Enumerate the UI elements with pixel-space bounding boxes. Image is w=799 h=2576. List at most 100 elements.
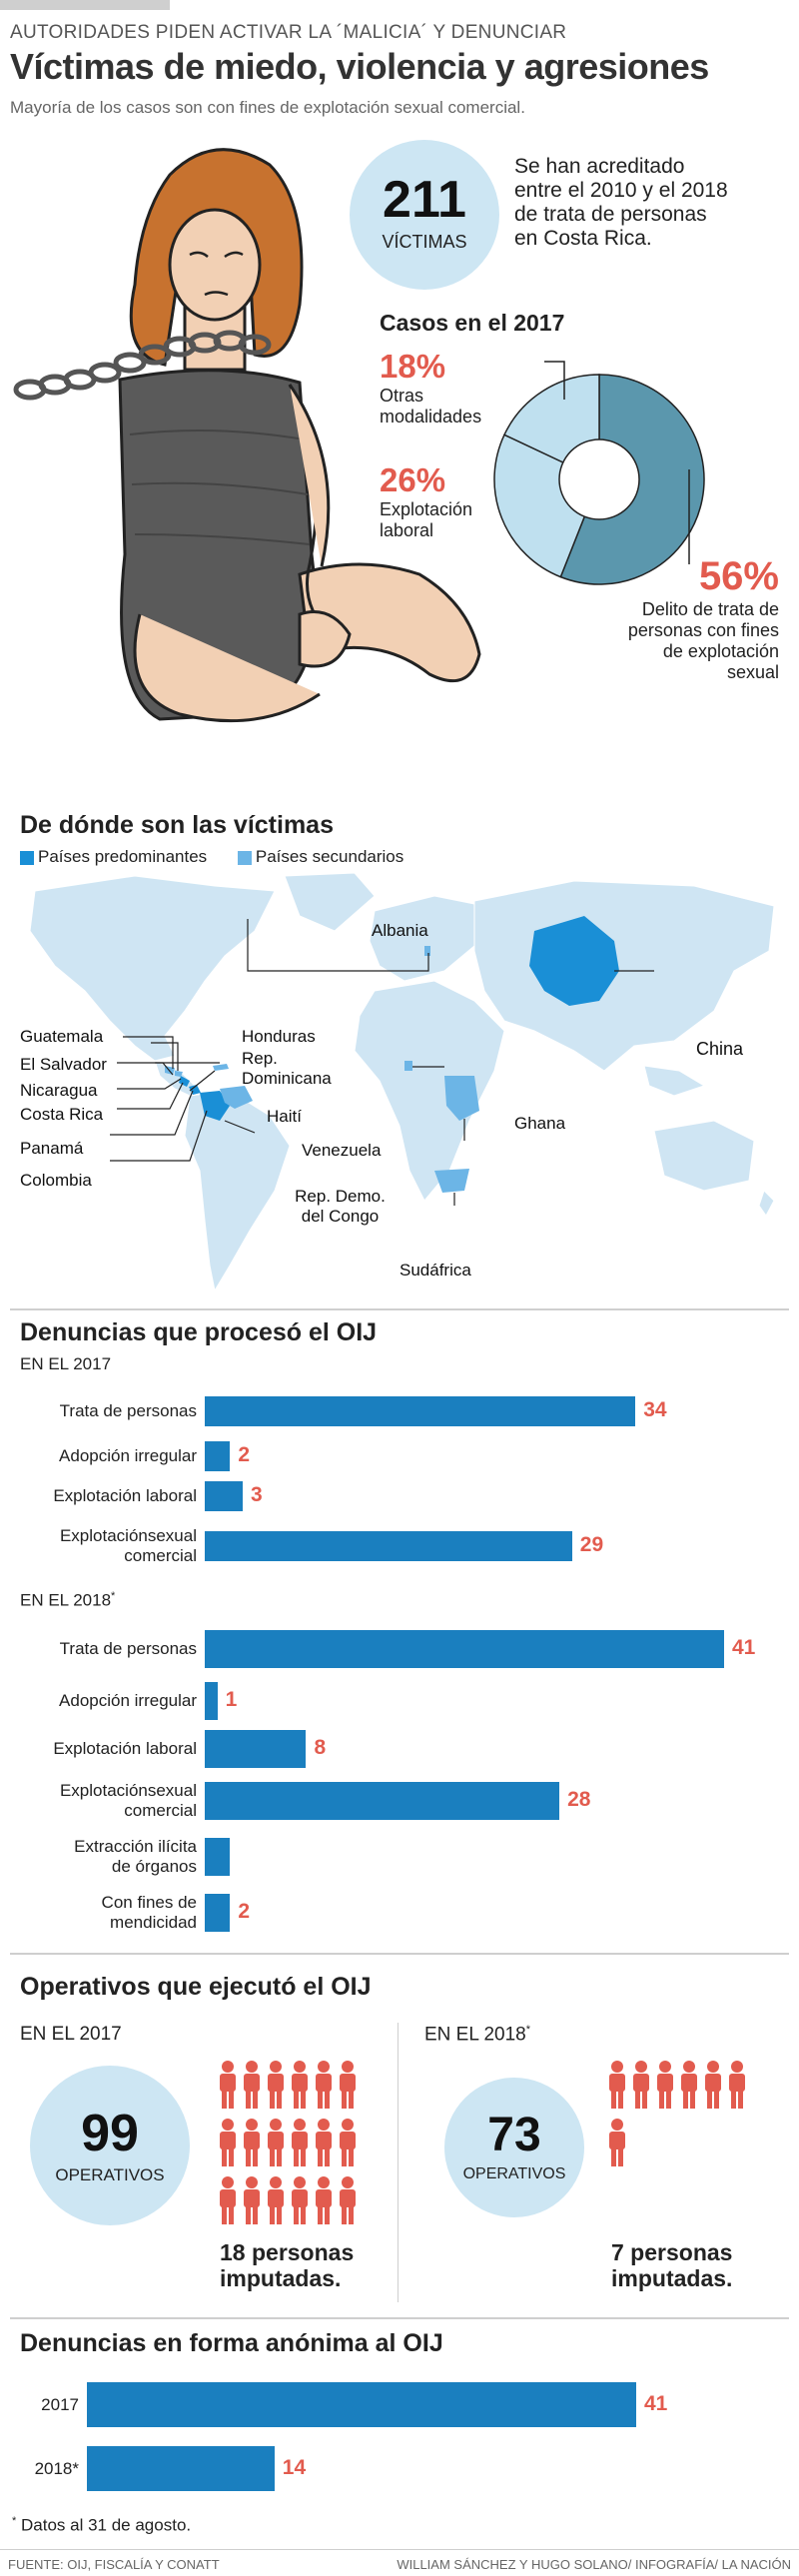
map-albania (424, 946, 430, 956)
bar-category-line: Explotaciónsexual (59, 1781, 197, 1800)
denuncias-title: Denuncias que procesó el OIJ (20, 1318, 378, 1346)
map-china (529, 916, 619, 1006)
person-icon (244, 2061, 260, 2109)
bar-category-label: Adopción irregular (2, 1691, 197, 1711)
denuncias-2017-label: EN EL 2017 (20, 1354, 112, 1373)
page-title: Víctimas de miedo, violencia y agresione… (10, 46, 709, 87)
operativos-2018-number: 73 (487, 2109, 541, 2161)
bar-category-line: Explotaciónsexual (59, 1526, 197, 1545)
map-south-america (184, 1090, 291, 1292)
victims-text: Se han acreditado entre el 2010 y el 201… (514, 155, 728, 251)
bar-value-label: 34 (643, 1398, 667, 1421)
map-label-haiti: Haití (267, 1107, 302, 1126)
person-icon (657, 2061, 673, 2109)
bar-category-label: Explotaciónsexual comercial (2, 1526, 197, 1566)
donut-leader-lines (544, 361, 690, 564)
bar-category-line: Extracción ilícita (74, 1837, 197, 1856)
person-icon (609, 2119, 625, 2166)
slice-label-laboral: 26% Explotación laboral (380, 461, 472, 541)
bar-category-label: 2018* (9, 2459, 79, 2479)
slice-pct: 26% (380, 461, 446, 498)
person-icon (268, 2176, 284, 2224)
person-icon (268, 2119, 284, 2166)
legend-primary-swatch (20, 850, 34, 865)
asterisk: * (12, 2515, 17, 2527)
map-label-nicaragua: Nicaragua (20, 1081, 98, 1100)
operativos-title: Operativos que ejecutó el OIJ (20, 1973, 372, 2001)
bar-value-label: 8 (314, 1736, 327, 1759)
slice-label-sexual: 56% Delito de trata de personas con fine… (628, 554, 779, 683)
footnote: * Datos al 31 de agosto. (12, 2515, 191, 2536)
person-icon (316, 2061, 332, 2109)
bar-value-label: 28 (567, 1788, 591, 1811)
imputados-text-line: imputadas. (220, 2265, 342, 2291)
operativos-2017-circle: 99 OPERATIVOS (30, 2066, 190, 2225)
person-icon (244, 2176, 260, 2224)
victims-text-line: Se han acreditado (514, 155, 685, 178)
person-icon (316, 2119, 332, 2166)
bar (205, 1441, 231, 1471)
slice-label-otras: 18% Otras modalidades (380, 348, 481, 428)
slice-text: de explotación (662, 641, 779, 661)
person-icon (268, 2061, 284, 2109)
legend-secondary-swatch (237, 850, 252, 865)
operativos-2017-number: 99 (81, 2105, 139, 2162)
bar-category-line: Explotación laboral (53, 1486, 197, 1505)
legend-secondary-label: Países secundarios (255, 847, 404, 866)
bar-category-line: comercial (124, 1801, 197, 1820)
slice-text: personas con fines (627, 620, 779, 640)
bar-category-label: Adopción irregular (2, 1446, 197, 1466)
bar-value-label: 2 (238, 1443, 251, 1466)
person-icon (633, 2061, 649, 2109)
bar-category-line: de órganos (111, 1857, 197, 1876)
footer-source: FUENTE: OIJ, FISCALÍA Y CONATT (8, 2557, 220, 2572)
bar-category-line: Trata de personas (59, 1401, 197, 1420)
operativos-2018-circle: 73 OPERATIVOS (444, 2078, 584, 2217)
map-label-congo-line: del Congo (301, 1207, 380, 1226)
slice-text: sexual (726, 662, 779, 682)
person-icon (609, 2061, 625, 2109)
bar (205, 1782, 560, 1820)
legend-primary-label: Países predominantes (38, 847, 208, 866)
kicker: AUTORIDADES PIDEN ACTIVAR LA ´MALICIA´ Y… (10, 22, 567, 43)
denuncias-2018-label: EN EL 2018* (20, 1590, 115, 1611)
map-label-venezuela: Venezuela (302, 1141, 382, 1160)
victims-text-line: de trata de personas (514, 203, 707, 226)
person-icon (220, 2061, 236, 2109)
cases-donut-chart (493, 374, 705, 585)
bar (205, 1531, 572, 1561)
operativos-divider (398, 2023, 399, 2302)
map-label-ghana: Ghana (514, 1114, 566, 1133)
bar-category-label: Trata de personas (2, 1401, 197, 1421)
bar-category-label: Extracción ilícita de órganos (2, 1837, 197, 1877)
operativos-2018-caption: OPERATIVOS (462, 2165, 566, 2182)
victims-number: 211 (383, 171, 466, 229)
slice-text: Otras (380, 386, 424, 406)
imputados-text-line: 18 personas (220, 2239, 355, 2265)
map-label-china: China (696, 1039, 744, 1059)
footnote-text: Datos al 31 de agosto. (16, 2515, 192, 2535)
bar-category-line: mendicidad (110, 1913, 197, 1932)
map-colombia (200, 1091, 230, 1121)
map-label-costa-rica: Costa Rica (20, 1105, 104, 1124)
map-label-congo-line: Rep. Demo. (295, 1187, 386, 1206)
asterisk: * (525, 2024, 531, 2036)
map-new-zealand (758, 1190, 775, 1217)
bar (205, 1682, 218, 1720)
bar (87, 2446, 275, 2491)
map-legend: Países predominantes Países secundarios (20, 847, 403, 867)
cases-2017-title: Casos en el 2017 (380, 310, 565, 336)
map-central-america (154, 1060, 196, 1097)
bar-category-label: Explotaciónsexual comercial (2, 1781, 197, 1821)
person-icon (340, 2176, 356, 2224)
person-icon (220, 2176, 236, 2224)
imputados-2018-text: 7 personas imputadas. (611, 2239, 732, 2291)
map-greenland (284, 872, 376, 932)
slice-text: Delito de trata de (641, 599, 779, 619)
person-icon (316, 2176, 332, 2224)
bar-category-line: Adopción irregular (59, 1446, 197, 1465)
bar-category-label: 2017 (9, 2395, 79, 2415)
victims-text-line: en Costa Rica. (514, 227, 652, 250)
imputados-2017-text: 18 personas imputadas. (220, 2239, 354, 2291)
map-se-asia (643, 1065, 706, 1097)
